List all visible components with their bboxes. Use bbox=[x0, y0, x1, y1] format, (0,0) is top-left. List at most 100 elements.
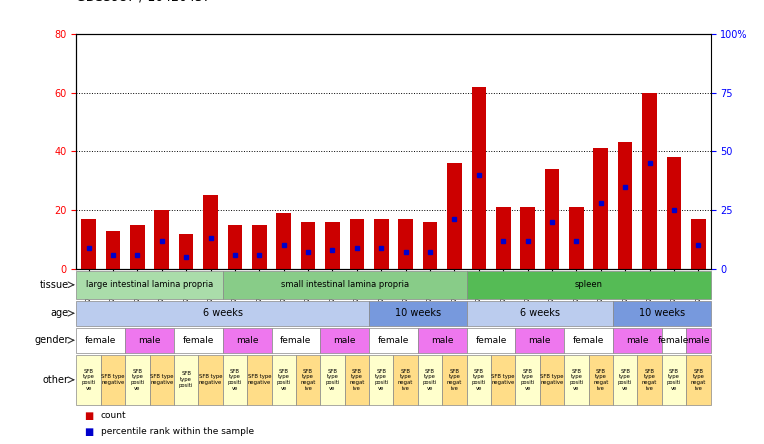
Text: male: male bbox=[626, 336, 649, 345]
Text: SFB
type
positi
ve: SFB type positi ve bbox=[130, 369, 144, 391]
Bar bbox=[686, 355, 711, 405]
Bar bbox=[199, 355, 223, 405]
Text: SFB
type
positi
ve: SFB type positi ve bbox=[667, 369, 681, 391]
Bar bbox=[277, 213, 291, 269]
Text: 6 weeks: 6 weeks bbox=[202, 308, 243, 318]
Bar bbox=[569, 207, 584, 269]
Bar bbox=[320, 355, 345, 405]
Bar bbox=[76, 271, 223, 299]
Bar bbox=[613, 328, 662, 353]
Bar bbox=[467, 271, 711, 299]
Text: SFB
type
positi
ve: SFB type positi ve bbox=[228, 369, 242, 391]
Text: GDS3987 / 10420437: GDS3987 / 10420437 bbox=[76, 0, 211, 3]
Bar bbox=[81, 219, 96, 269]
Bar bbox=[174, 328, 223, 353]
Text: percentile rank within the sample: percentile rank within the sample bbox=[101, 427, 254, 436]
Text: SFB
type
positi
ve: SFB type positi ve bbox=[374, 369, 388, 391]
Text: male: male bbox=[431, 336, 454, 345]
Text: SFB
type
positi
ve: SFB type positi ve bbox=[569, 369, 584, 391]
Bar bbox=[223, 271, 467, 299]
Bar bbox=[686, 328, 711, 353]
Bar bbox=[76, 301, 369, 326]
Bar bbox=[594, 148, 608, 269]
Bar bbox=[667, 157, 681, 269]
Text: female: female bbox=[475, 336, 507, 345]
Bar bbox=[491, 355, 516, 405]
Text: other: other bbox=[43, 375, 69, 385]
Text: ■: ■ bbox=[84, 412, 93, 421]
Bar bbox=[447, 163, 461, 269]
Text: tissue: tissue bbox=[40, 280, 69, 290]
Text: SFB
type
negat
ive: SFB type negat ive bbox=[398, 369, 413, 391]
Text: male: male bbox=[236, 336, 258, 345]
Text: SFB type
negative: SFB type negative bbox=[491, 374, 515, 385]
Text: SFB
type
negat
ive: SFB type negat ive bbox=[447, 369, 462, 391]
Bar bbox=[125, 328, 174, 353]
Bar bbox=[130, 225, 144, 269]
Text: male: male bbox=[529, 336, 551, 345]
Text: SFB type
negative: SFB type negative bbox=[248, 374, 271, 385]
Bar bbox=[564, 355, 588, 405]
Bar bbox=[418, 328, 467, 353]
Bar bbox=[228, 225, 242, 269]
Bar bbox=[545, 169, 559, 269]
Bar bbox=[613, 301, 711, 326]
Text: SFB type
negative: SFB type negative bbox=[199, 374, 222, 385]
Bar bbox=[369, 355, 393, 405]
Bar bbox=[325, 222, 340, 269]
Bar bbox=[588, 355, 613, 405]
Text: SFB
type
positi: SFB type positi bbox=[179, 372, 193, 388]
Text: SFB
type
positi
ve: SFB type positi ve bbox=[325, 369, 340, 391]
Bar bbox=[467, 301, 613, 326]
Bar bbox=[564, 328, 613, 353]
Bar bbox=[613, 355, 637, 405]
Bar bbox=[345, 355, 369, 405]
Text: female: female bbox=[280, 336, 312, 345]
Bar bbox=[101, 355, 125, 405]
Text: SFB
type
positi
ve: SFB type positi ve bbox=[82, 369, 96, 391]
Text: male: male bbox=[333, 336, 356, 345]
Text: male: male bbox=[138, 336, 160, 345]
Text: ■: ■ bbox=[84, 427, 93, 437]
Text: female: female bbox=[573, 336, 604, 345]
Text: SFB
type
negat
ive: SFB type negat ive bbox=[300, 369, 316, 391]
Text: age: age bbox=[50, 308, 69, 318]
Text: gender: gender bbox=[34, 335, 69, 345]
Text: SFB type
negative: SFB type negative bbox=[540, 374, 564, 385]
Bar bbox=[471, 87, 486, 269]
Bar bbox=[662, 355, 686, 405]
Bar bbox=[125, 355, 150, 405]
Bar bbox=[520, 207, 535, 269]
Bar bbox=[418, 355, 442, 405]
Bar bbox=[154, 210, 169, 269]
Text: female: female bbox=[659, 336, 690, 345]
Bar bbox=[301, 222, 316, 269]
Bar bbox=[252, 225, 267, 269]
Bar bbox=[76, 328, 125, 353]
Bar bbox=[516, 328, 564, 353]
Text: female: female bbox=[183, 336, 214, 345]
Bar bbox=[643, 92, 657, 269]
Bar bbox=[374, 219, 389, 269]
Text: SFB
type
positi
ve: SFB type positi ve bbox=[520, 369, 535, 391]
Bar bbox=[247, 355, 271, 405]
Text: count: count bbox=[101, 412, 127, 420]
Bar bbox=[179, 234, 193, 269]
Text: SFB
type
negat
ive: SFB type negat ive bbox=[593, 369, 608, 391]
Text: SFB
type
negat
ive: SFB type negat ive bbox=[691, 369, 706, 391]
Text: female: female bbox=[85, 336, 116, 345]
Bar bbox=[637, 355, 662, 405]
Text: SFB type
negative: SFB type negative bbox=[102, 374, 125, 385]
Text: SFB
type
negat
ive: SFB type negat ive bbox=[642, 369, 657, 391]
Bar bbox=[422, 222, 437, 269]
Bar bbox=[398, 219, 413, 269]
Text: small intestinal lamina propria: small intestinal lamina propria bbox=[280, 280, 409, 289]
Bar bbox=[540, 355, 564, 405]
Text: 10 weeks: 10 weeks bbox=[639, 308, 685, 318]
Text: SFB
type
positi
ve: SFB type positi ve bbox=[471, 369, 486, 391]
Text: 6 weeks: 6 weeks bbox=[520, 308, 560, 318]
Text: SFB
type
positi
ve: SFB type positi ve bbox=[277, 369, 291, 391]
Bar bbox=[320, 328, 369, 353]
Bar bbox=[174, 355, 199, 405]
Text: female: female bbox=[377, 336, 410, 345]
